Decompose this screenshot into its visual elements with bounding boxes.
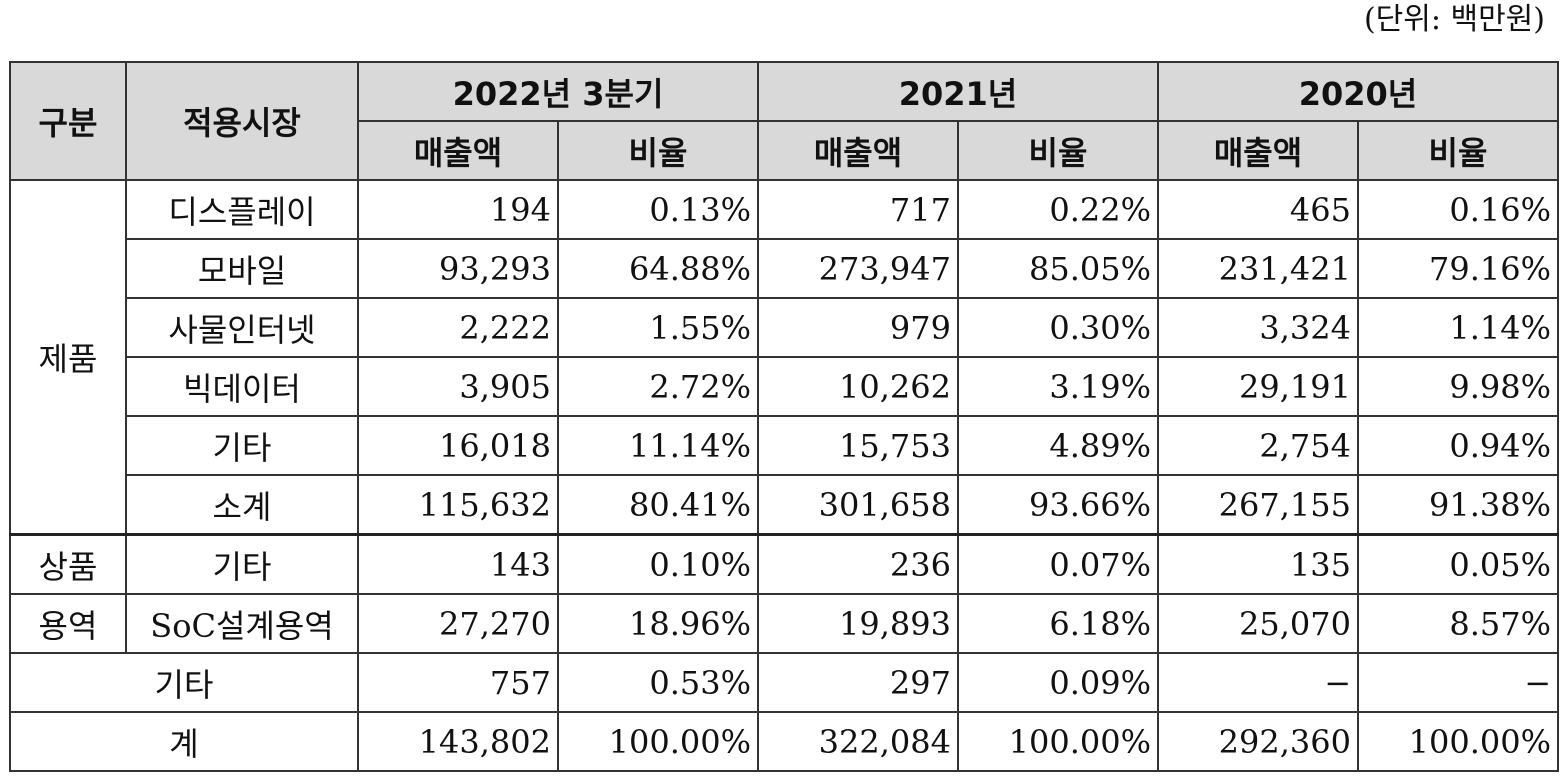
market-cell: 디스플레이: [125, 179, 359, 240]
value-cell: 10,262: [757, 356, 959, 417]
header-period-2020: 2020년: [1157, 61, 1559, 122]
value-cell: 3,324: [1157, 297, 1359, 358]
header-row-metrics: 매출액 비율 매출액 비율 매출액 비율: [10, 120, 1559, 181]
value-cell: 0.30%: [957, 297, 1159, 358]
value-cell: 64.88%: [557, 238, 759, 299]
value-cell: 11.14%: [557, 415, 759, 476]
table-row: 빅데이터 3,905 2.72% 10,262 3.19% 29,191 9.9…: [10, 356, 1559, 417]
value-cell: 322,084: [757, 711, 959, 772]
value-cell: 115,632: [357, 474, 559, 536]
header-period-2022q3: 2022년 3분기: [357, 61, 759, 122]
value-cell: 93.66%: [957, 474, 1159, 536]
value-cell: 85.05%: [957, 238, 1159, 299]
value-cell: 0.16%: [1357, 179, 1559, 240]
value-cell: 143: [357, 533, 559, 595]
table-row: 사물인터넷 2,222 1.55% 979 0.30% 3,324 1.14%: [10, 297, 1559, 358]
header-sales: 매출액: [757, 120, 959, 181]
value-cell: 3,905: [357, 356, 559, 417]
value-cell: 79.16%: [1357, 238, 1559, 299]
value-cell: 757: [357, 652, 559, 713]
group-service: 용역: [9, 593, 127, 654]
table-row: 용역 SoC설계용역 27,270 18.96% 19,893 6.18% 25…: [9, 593, 1559, 654]
value-cell: 2.72%: [557, 356, 759, 417]
value-cell: 2,222: [357, 297, 559, 358]
value-cell: 135: [1157, 533, 1359, 595]
value-cell: 231,421: [1157, 238, 1359, 299]
value-cell: 19,893: [757, 593, 959, 654]
sales-table: 구분 적용시장 2022년 3분기 2021년 2020년 매출액 비율 매출액…: [9, 61, 1559, 772]
header-market: 적용시장: [125, 61, 359, 181]
value-cell: 16,018: [357, 415, 559, 476]
value-cell: 0.07%: [957, 533, 1159, 595]
value-cell: 0.05%: [1357, 533, 1559, 595]
value-cell: 27,270: [357, 593, 559, 654]
market-cell: 사물인터넷: [125, 297, 359, 358]
value-cell: 100.00%: [957, 711, 1159, 772]
value-cell: 0.13%: [557, 179, 759, 240]
value-cell: 8.57%: [1357, 593, 1559, 654]
value-cell: 297: [757, 652, 959, 713]
value-cell: −: [1357, 652, 1559, 713]
header-ratio: 비율: [1357, 120, 1559, 181]
market-cell: 소계: [125, 474, 359, 536]
group-goods: 상품: [9, 533, 127, 595]
table-row: 기타 16,018 11.14% 15,753 4.89% 2,754 0.94…: [10, 415, 1559, 476]
value-cell: 0.09%: [957, 652, 1159, 713]
value-cell: 9.98%: [1357, 356, 1559, 417]
value-cell: 0.22%: [957, 179, 1159, 240]
value-cell: 194: [357, 179, 559, 240]
table-row: 상품 기타 143 0.10% 236 0.07% 135 0.05%: [9, 533, 1559, 595]
value-cell: 80.41%: [557, 474, 759, 536]
value-cell: 292,360: [1157, 711, 1359, 772]
total-label: 계: [9, 711, 359, 772]
value-cell: 236: [757, 533, 959, 595]
value-cell: 100.00%: [557, 711, 759, 772]
value-cell: 25,070: [1157, 593, 1359, 654]
value-cell: 93,293: [357, 238, 559, 299]
table-row: 모바일 93,293 64.88% 273,947 85.05% 231,421…: [10, 238, 1559, 299]
header-period-2021: 2021년: [757, 61, 1159, 122]
header-sales: 매출액: [1157, 120, 1359, 181]
value-cell: 0.10%: [557, 533, 759, 595]
value-cell: 1.55%: [557, 297, 759, 358]
value-cell: 0.94%: [1357, 415, 1559, 476]
group-product: 제품: [9, 179, 127, 536]
header-ratio: 비율: [557, 120, 759, 181]
unit-label: (단위: 백만원): [1363, 2, 1545, 37]
value-cell: 3.19%: [957, 356, 1159, 417]
value-cell: 979: [757, 297, 959, 358]
value-cell: −: [1157, 652, 1359, 713]
value-cell: 273,947: [757, 238, 959, 299]
value-cell: 100.00%: [1357, 711, 1559, 772]
value-cell: 267,155: [1157, 474, 1359, 536]
table-row: 제품 디스플레이 194 0.13% 717 0.22% 465 0.16%: [9, 179, 1559, 536]
market-cell: SoC설계용역: [125, 593, 359, 654]
value-cell: 18.96%: [557, 593, 759, 654]
value-cell: 465: [1157, 179, 1359, 240]
value-cell: 301,658: [757, 474, 959, 536]
market-cell: 기타: [9, 652, 359, 713]
value-cell: 15,753: [757, 415, 959, 476]
value-cell: 0.53%: [557, 652, 759, 713]
table-row: 소계 115,632 80.41% 301,658 93.66% 267,155…: [10, 474, 1559, 536]
value-cell: 1.14%: [1357, 297, 1559, 358]
total-row: 계 143,802 100.00% 322,084 100.00% 292,36…: [9, 711, 1559, 772]
value-cell: 91.38%: [1357, 474, 1559, 536]
header-row-periods: 구분 적용시장 2022년 3분기 2021년 2020년: [9, 61, 1559, 181]
value-cell: 717: [757, 179, 959, 240]
value-cell: 29,191: [1157, 356, 1359, 417]
value-cell: 2,754: [1157, 415, 1359, 476]
value-cell: 4.89%: [957, 415, 1159, 476]
header-ratio: 비율: [957, 120, 1159, 181]
value-cell: 143,802: [357, 711, 559, 772]
market-cell: 기타: [125, 415, 359, 476]
market-cell: 모바일: [125, 238, 359, 299]
market-cell: 빅데이터: [125, 356, 359, 417]
table-row: 기타 757 0.53% 297 0.09% − −: [9, 652, 1559, 713]
market-cell: 기타: [125, 533, 359, 595]
header-sales: 매출액: [357, 120, 559, 181]
value-cell: 6.18%: [957, 593, 1159, 654]
header-category: 구분: [9, 61, 127, 181]
